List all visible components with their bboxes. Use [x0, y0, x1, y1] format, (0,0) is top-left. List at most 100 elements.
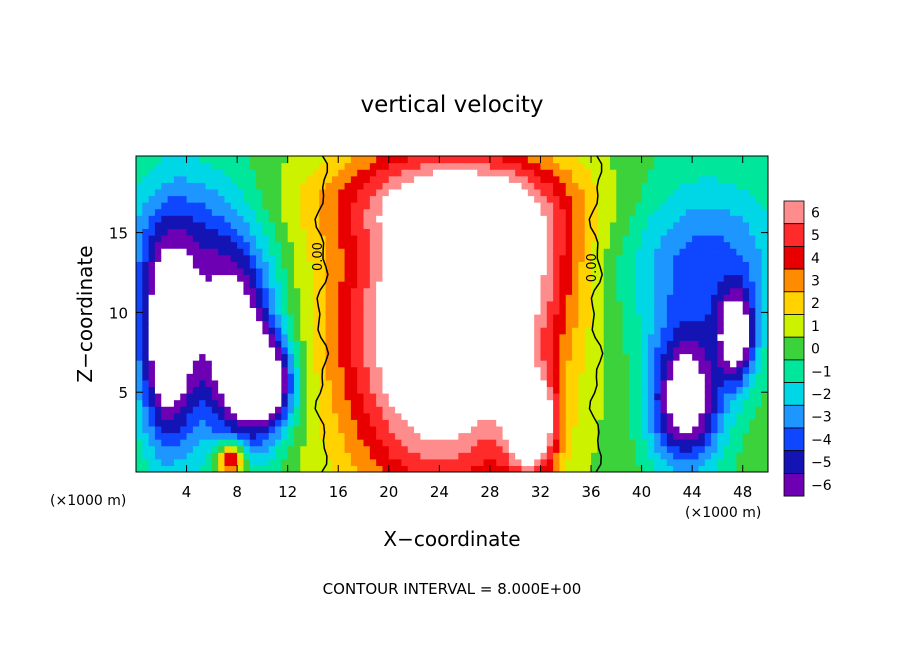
heatmap-cell [395, 228, 403, 236]
heatmap-cell [660, 445, 668, 453]
heatmap-cell [489, 300, 497, 309]
heatmap-cell [635, 445, 643, 453]
heatmap-cell [477, 346, 485, 355]
heatmap-cell [281, 458, 289, 467]
heatmap-cell [673, 254, 681, 262]
heatmap-cell [553, 307, 561, 315]
heatmap-cell [192, 465, 200, 472]
heatmap-cell [268, 445, 276, 453]
heatmap-cell [167, 458, 175, 467]
heatmap-cell [249, 254, 257, 262]
heatmap-cell [376, 333, 384, 341]
heatmap-cell [312, 202, 320, 210]
heatmap-cell [154, 393, 162, 401]
heatmap-cell [331, 307, 339, 315]
heatmap-cell [180, 182, 188, 190]
heatmap-cell [685, 208, 693, 216]
heatmap-cell [395, 379, 403, 388]
heatmap-cell [312, 208, 320, 216]
heatmap-cell [565, 419, 573, 427]
heatmap-cell [742, 439, 750, 447]
heatmap-cell [591, 267, 598, 276]
heatmap-cell [363, 439, 371, 447]
heatmap-cell [559, 452, 567, 460]
heatmap-cell [331, 182, 339, 190]
heatmap-cell [433, 162, 440, 170]
heatmap-cell [641, 439, 649, 447]
heatmap-cell [673, 346, 681, 355]
heatmap-cell [666, 195, 674, 203]
heatmap-cell [230, 386, 238, 394]
heatmap-cell [704, 287, 712, 295]
heatmap-cell [546, 320, 554, 328]
heatmap-cell [243, 162, 251, 170]
heatmap-cell [294, 346, 301, 355]
heatmap-cell [136, 327, 143, 335]
heatmap-cell [426, 379, 434, 388]
heatmap-cell [704, 274, 712, 282]
heatmap-cell [559, 169, 567, 177]
x-tick-label: 28 [480, 483, 499, 501]
heatmap-cell [262, 287, 270, 295]
heatmap-cell [376, 228, 384, 236]
heatmap-cell [357, 452, 365, 460]
heatmap-cell [546, 248, 554, 256]
heatmap-cell [426, 432, 434, 440]
heatmap-cell [458, 465, 466, 472]
heatmap-cell [256, 235, 263, 243]
heatmap-cell [420, 320, 428, 328]
heatmap-cell [610, 465, 617, 472]
heatmap-cell [559, 366, 567, 374]
heatmap-cell [553, 406, 561, 414]
heatmap-cell [527, 202, 535, 210]
heatmap-cell [572, 320, 579, 328]
heatmap-cell [489, 419, 497, 427]
heatmap-cell [458, 366, 466, 374]
heatmap-cell [180, 406, 188, 414]
heatmap-cell [306, 366, 314, 374]
heatmap-cell [388, 175, 396, 183]
heatmap-cell [382, 281, 390, 289]
heatmap-cell [515, 340, 523, 348]
heatmap-cell [256, 419, 263, 427]
heatmap-cell [755, 346, 763, 355]
colorbar-label: −6 [811, 478, 832, 494]
heatmap-cell [407, 406, 415, 414]
heatmap-cell [521, 465, 529, 472]
heatmap-cell [319, 300, 327, 309]
heatmap-cell [243, 221, 251, 230]
heatmap-cell [148, 195, 156, 203]
heatmap-cell [148, 156, 156, 164]
heatmap-cell [433, 393, 440, 401]
heatmap-cell [388, 327, 396, 335]
heatmap-cell [275, 314, 282, 322]
heatmap-cell [136, 182, 143, 190]
heatmap-cell [546, 267, 554, 276]
heatmap-cell [414, 406, 421, 414]
heatmap-cell [458, 300, 466, 309]
heatmap-cell [540, 281, 548, 289]
heatmap-cell [319, 445, 327, 453]
heatmap-cell [597, 235, 605, 243]
heatmap-cell [502, 202, 510, 210]
heatmap-cell [319, 406, 327, 414]
heatmap-cell [711, 281, 719, 289]
heatmap-cell [439, 221, 447, 230]
heatmap-cell [167, 439, 175, 447]
heatmap-cell [711, 419, 719, 427]
heatmap-cell [508, 452, 516, 460]
heatmap-cell [698, 195, 706, 203]
heatmap-cell [483, 254, 491, 262]
heatmap-cell [433, 399, 440, 407]
heatmap-cell [154, 202, 162, 210]
heatmap-cell [622, 307, 630, 315]
heatmap-cell [262, 175, 270, 183]
heatmap-cell [610, 274, 617, 282]
heatmap-cell [452, 307, 459, 315]
heatmap-cell [742, 379, 750, 388]
heatmap-cell [666, 287, 674, 295]
heatmap-cell [723, 228, 731, 236]
heatmap-cell [148, 439, 156, 447]
heatmap-cell [350, 294, 358, 302]
heatmap-cell [736, 379, 744, 388]
